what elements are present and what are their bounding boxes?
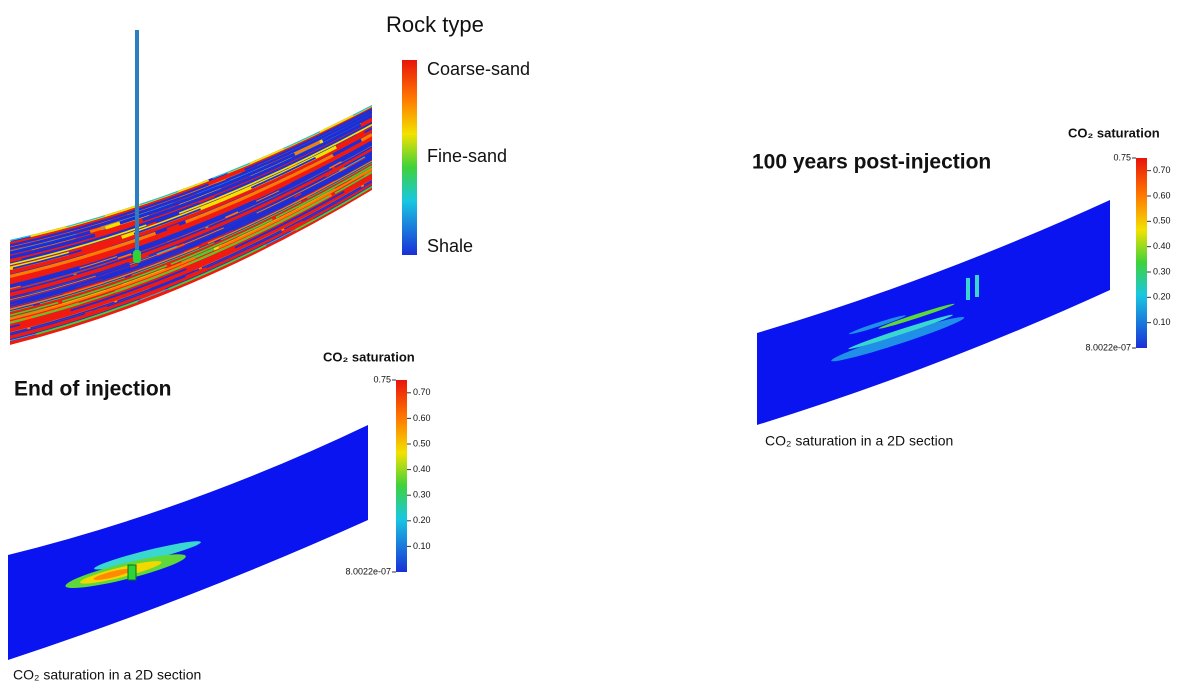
tick-label: 0.20 (413, 515, 431, 525)
plume-column (975, 275, 979, 297)
tick-label: 0.70 (413, 387, 431, 397)
legend-title: Rock type (386, 12, 484, 37)
tick-label: 0.50 (413, 438, 431, 448)
panel-title: End of injection (14, 378, 172, 401)
tick-label: 0.10 (1153, 317, 1171, 327)
tick-label: 0.75 (373, 374, 391, 384)
colorbar (1136, 158, 1147, 348)
tick-label: 0.30 (1153, 266, 1171, 276)
tick-label: 0.10 (413, 541, 431, 551)
tick-label: 0.40 (413, 464, 431, 474)
caption: CO₂ saturation in a 2D section (13, 667, 201, 683)
legend-label: Coarse-sand (427, 59, 530, 79)
tick-label: 0.50 (1153, 216, 1171, 226)
tick-label: 0.60 (1153, 190, 1171, 200)
colorbar-title: CO₂ saturation (323, 349, 415, 364)
tick-label: 0.20 (1153, 292, 1171, 302)
tick-label: 8.0022e-07 (1085, 342, 1131, 352)
tick-label: 0.70 (1153, 165, 1171, 175)
panel-title: 100 years post-injection (752, 151, 991, 174)
rock-model (10, 105, 372, 345)
well-marker (128, 565, 136, 580)
tick-label: 0.40 (1153, 241, 1171, 251)
colorbar-title: CO₂ saturation (1068, 125, 1160, 140)
tick-label: 0.75 (1113, 152, 1131, 162)
tick-label: 0.30 (413, 490, 431, 500)
caption: CO₂ saturation in a 2D section (765, 433, 953, 449)
tick-label: 8.0022e-07 (345, 566, 391, 576)
tick-label: 0.60 (413, 413, 431, 423)
legend-label: Fine-sand (427, 146, 507, 166)
rock-colorbar (402, 60, 417, 255)
plume-column (966, 278, 970, 300)
colorbar (396, 380, 407, 572)
figure: Rock type Coarse-sand Fine-sand Shale En… (0, 0, 1181, 683)
legend-label: Shale (427, 236, 473, 256)
well-marker (133, 250, 141, 263)
